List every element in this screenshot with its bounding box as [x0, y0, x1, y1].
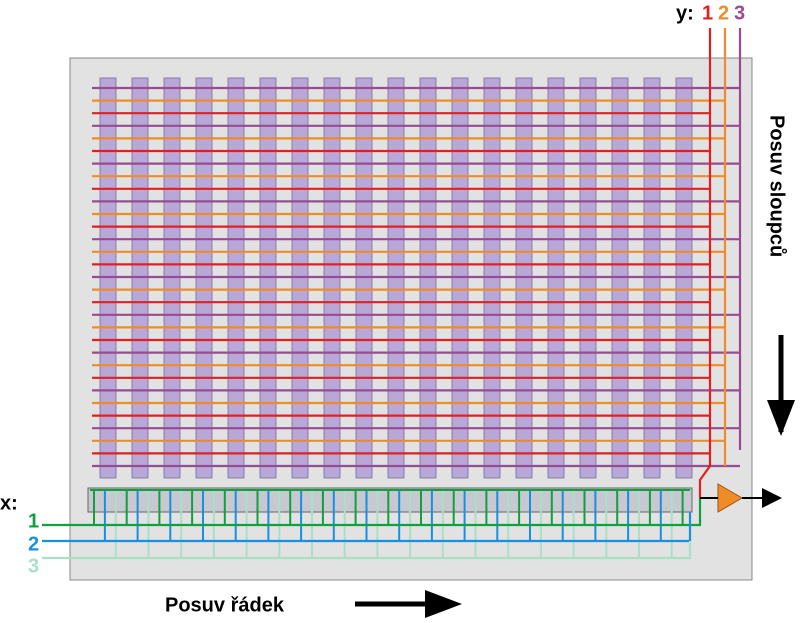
column-shift-label: Posuv sloupců [766, 115, 788, 257]
x-bus [42, 498, 702, 527]
x-bus [42, 541, 692, 560]
y-line-label: 2 [718, 2, 729, 24]
y-label: y: [676, 2, 694, 24]
x-line-label: 2 [28, 533, 39, 555]
x-line-label: 3 [28, 555, 39, 577]
row-arrow-head [425, 590, 462, 618]
y-line-label: 3 [734, 2, 745, 24]
x-label: x: [0, 492, 18, 514]
y-line-label: 1 [702, 2, 713, 24]
column-arrow-head [767, 400, 795, 436]
shift-register [87, 487, 693, 513]
y-bus [698, 28, 712, 498]
x-line-label: 1 [28, 510, 39, 532]
row-shift-label: Posuv řádek [165, 594, 285, 616]
